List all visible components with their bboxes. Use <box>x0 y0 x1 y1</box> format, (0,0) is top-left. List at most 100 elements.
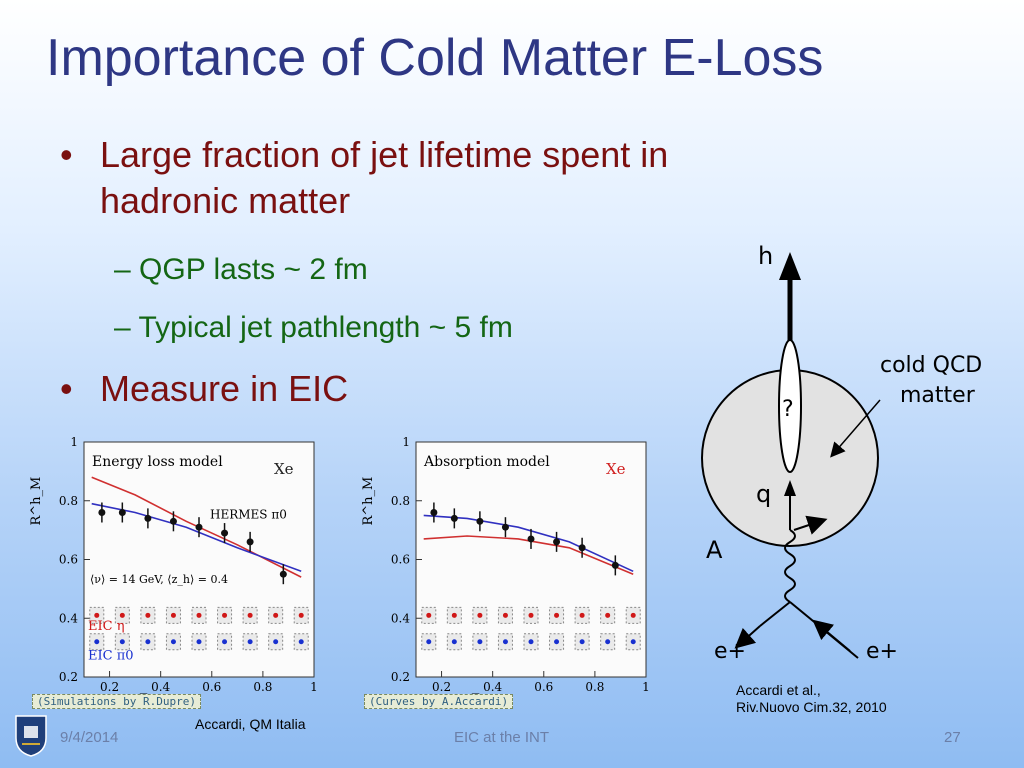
y-tick-label: 0.6 <box>59 553 78 567</box>
photon-line <box>784 529 796 603</box>
hermes-point <box>246 538 254 546</box>
simulation-credit: (Simulations by R.Dupre) <box>32 694 201 709</box>
eic-point <box>119 612 125 618</box>
y-tick-label: 0.4 <box>391 611 410 625</box>
eic-point <box>426 639 432 645</box>
x-tick-label: 0.6 <box>202 680 221 694</box>
bullet-dot: • <box>60 134 73 175</box>
quark-label: q <box>756 480 771 508</box>
hermes-point <box>169 517 177 525</box>
eic-point <box>630 639 636 645</box>
x-tick-label: 0.8 <box>253 680 272 694</box>
eic-point <box>630 612 636 618</box>
eic-point <box>605 612 611 618</box>
eic-point <box>170 639 176 645</box>
kinematics-label: ⟨ν⟩ = 14 GeV, ⟨z_h⟩ = 0.4 <box>90 573 228 586</box>
eic-point <box>222 612 228 618</box>
hadron-arrow-icon <box>779 252 801 280</box>
eic-point <box>298 612 304 618</box>
slide-title: Importance of Cold Matter E-Loss <box>46 29 824 87</box>
x-tick-label: 1 <box>310 680 318 694</box>
hermes-point <box>195 523 203 531</box>
lepton-out-line <box>759 601 791 627</box>
eic-point <box>554 612 560 618</box>
eic-point <box>477 612 483 618</box>
lepton-out-arrow-icon <box>734 625 761 649</box>
hermes-point <box>221 529 229 537</box>
bullet-text-line2: hadronic matter <box>100 180 351 221</box>
hermes-point <box>527 535 535 543</box>
bullet-jet-lifetime: • Large fraction of jet lifetime spent i… <box>60 132 669 224</box>
x-tick-label: 0.2 <box>100 680 119 694</box>
x-tick-label: 1 <box>642 680 650 694</box>
model-curve <box>423 535 634 575</box>
eic-point <box>196 639 202 645</box>
plot-credit: Accardi, QM Italia <box>195 716 306 732</box>
plot-title: Energy loss model <box>92 454 223 470</box>
eic-point <box>196 612 202 618</box>
x-tick-label: 0.8 <box>585 680 604 694</box>
hermes-point <box>430 509 438 516</box>
reference-line2: Riv.Nuovo Cim.32, 2010 <box>736 699 887 715</box>
eic-point <box>247 612 253 618</box>
footer-date: 9/4/2014 <box>60 729 119 746</box>
bullet-text: Measure in EIC <box>100 368 349 409</box>
eic-point <box>502 639 508 645</box>
lepton-in-label: e+ <box>866 639 898 664</box>
university-crest-icon <box>15 715 47 757</box>
nucleus-label: A <box>706 536 723 564</box>
question-label: ? <box>782 397 794 422</box>
y-axis-label: R^h_M <box>361 477 376 526</box>
experiment-label: HERMES π0 <box>210 507 287 521</box>
y-tick-label: 0.2 <box>59 670 78 684</box>
eic-point <box>426 612 432 618</box>
y-axis-label: R^h_M <box>29 477 44 526</box>
footer-title: EIC at the INT <box>454 729 550 746</box>
footer-page-number: 27 <box>944 729 961 746</box>
y-tick-label: 0.6 <box>391 553 410 567</box>
eic-point <box>605 639 611 645</box>
y-tick-label: 0.2 <box>391 670 410 684</box>
eic-point <box>145 639 151 645</box>
eic-point <box>222 639 228 645</box>
prehadron-ellipse <box>778 339 802 473</box>
hermes-point <box>450 514 458 522</box>
eic-point <box>170 612 176 618</box>
hermes-point <box>144 514 152 522</box>
eic-point <box>94 639 100 645</box>
eic-point <box>477 639 483 645</box>
eic-point <box>273 639 279 645</box>
curves-credit: (Curves by A.Accardi) <box>364 694 514 709</box>
eic-eta-label: EIC η <box>88 619 125 634</box>
nucleus-label: Xe <box>606 460 626 478</box>
eic-point <box>554 639 560 645</box>
eic-point <box>247 639 253 645</box>
eic-point <box>94 612 100 618</box>
medium-pointer-icon <box>830 399 881 458</box>
y-tick-label: 0.8 <box>391 494 410 508</box>
sub-bullet-qgp: – QGP lasts ~ 2 fm <box>114 253 368 286</box>
bullet-dot: • <box>60 368 73 409</box>
hermes-point <box>611 561 619 569</box>
eic-point <box>502 612 508 618</box>
bullet-text-line1: Large fraction of jet lifetime spent in <box>100 134 669 175</box>
y-tick-label: 0.4 <box>59 611 78 625</box>
bullet-measure-eic: • Measure in EIC <box>60 366 349 412</box>
hermes-point <box>279 570 287 578</box>
x-tick-label: 0.2 <box>432 680 451 694</box>
medium-label-line1: cold QCD <box>880 353 982 378</box>
quark-arrow-icon <box>784 480 796 496</box>
absorption-plot: 0.20.40.60.810.20.40.60.81ZR^h_MAbsorpti… <box>361 435 650 696</box>
x-tick-label: 0.4 <box>483 680 502 694</box>
hermes-point <box>118 509 126 516</box>
eic-point <box>119 639 125 645</box>
jet-diagram: h q ? A cold QCD matter e+ e+ <box>701 242 982 664</box>
hermes-point <box>501 523 509 531</box>
x-tick-label: 0.6 <box>534 680 553 694</box>
hermes-point <box>553 538 561 546</box>
eic-point <box>451 612 457 618</box>
eic-point <box>451 639 457 645</box>
reference-line1: Accardi et al., <box>736 682 821 698</box>
eic-point <box>579 639 585 645</box>
